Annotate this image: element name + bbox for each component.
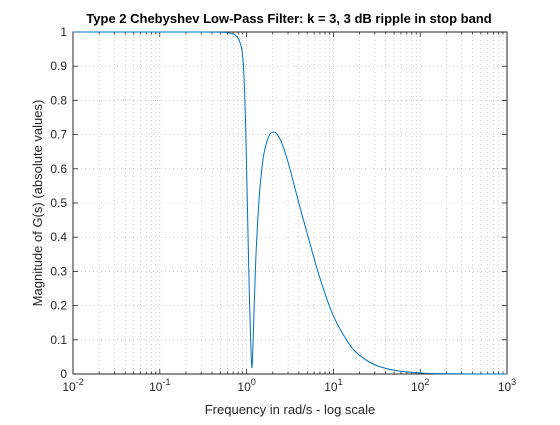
x-tick-label: 10-2 [62, 377, 83, 394]
y-tick-label: 0.1 [50, 333, 67, 347]
series-line-1 [72, 31, 508, 375]
y-tick-label: 0.5 [50, 196, 67, 210]
y-tick-label: 1 [60, 25, 67, 39]
x-tick-label: 10-1 [149, 377, 170, 394]
y-axis-tick-labels: 0 0.1 0.2 0.3 0.4 0.5 0.6 0.7 0.8 0.9 1 [50, 25, 67, 381]
y-tick-label: 0.3 [50, 264, 67, 278]
y-tick-label: 0.8 [50, 93, 67, 107]
x-axis-tick-labels: 10-2 10-1 100 101 102 103 [62, 377, 516, 394]
x-tick-label: 102 [411, 377, 429, 394]
x-tick-label: 100 [237, 377, 255, 394]
x-tick-label: 101 [324, 377, 342, 394]
x-tick-label: 103 [498, 377, 516, 394]
y-tick-label: 0.6 [50, 162, 67, 176]
y-axis-label: Magnitude of G(s) (absolute values) [30, 100, 45, 307]
y-tick-label: 0.4 [50, 230, 67, 244]
x-axis-ticks [72, 32, 508, 374]
chart-title: Type 2 Chebyshev Low-Pass Filter: k = 3,… [86, 11, 491, 26]
y-tick-label: 0 [60, 367, 67, 381]
y-tick-label: 0.9 [50, 59, 67, 73]
minor-grid [98, 32, 504, 374]
series-layer [72, 31, 508, 375]
x-axis-label: Frequency in rad/s - log scale [205, 402, 376, 417]
y-tick-label: 0.2 [50, 299, 67, 313]
y-tick-label: 0.7 [50, 128, 67, 142]
